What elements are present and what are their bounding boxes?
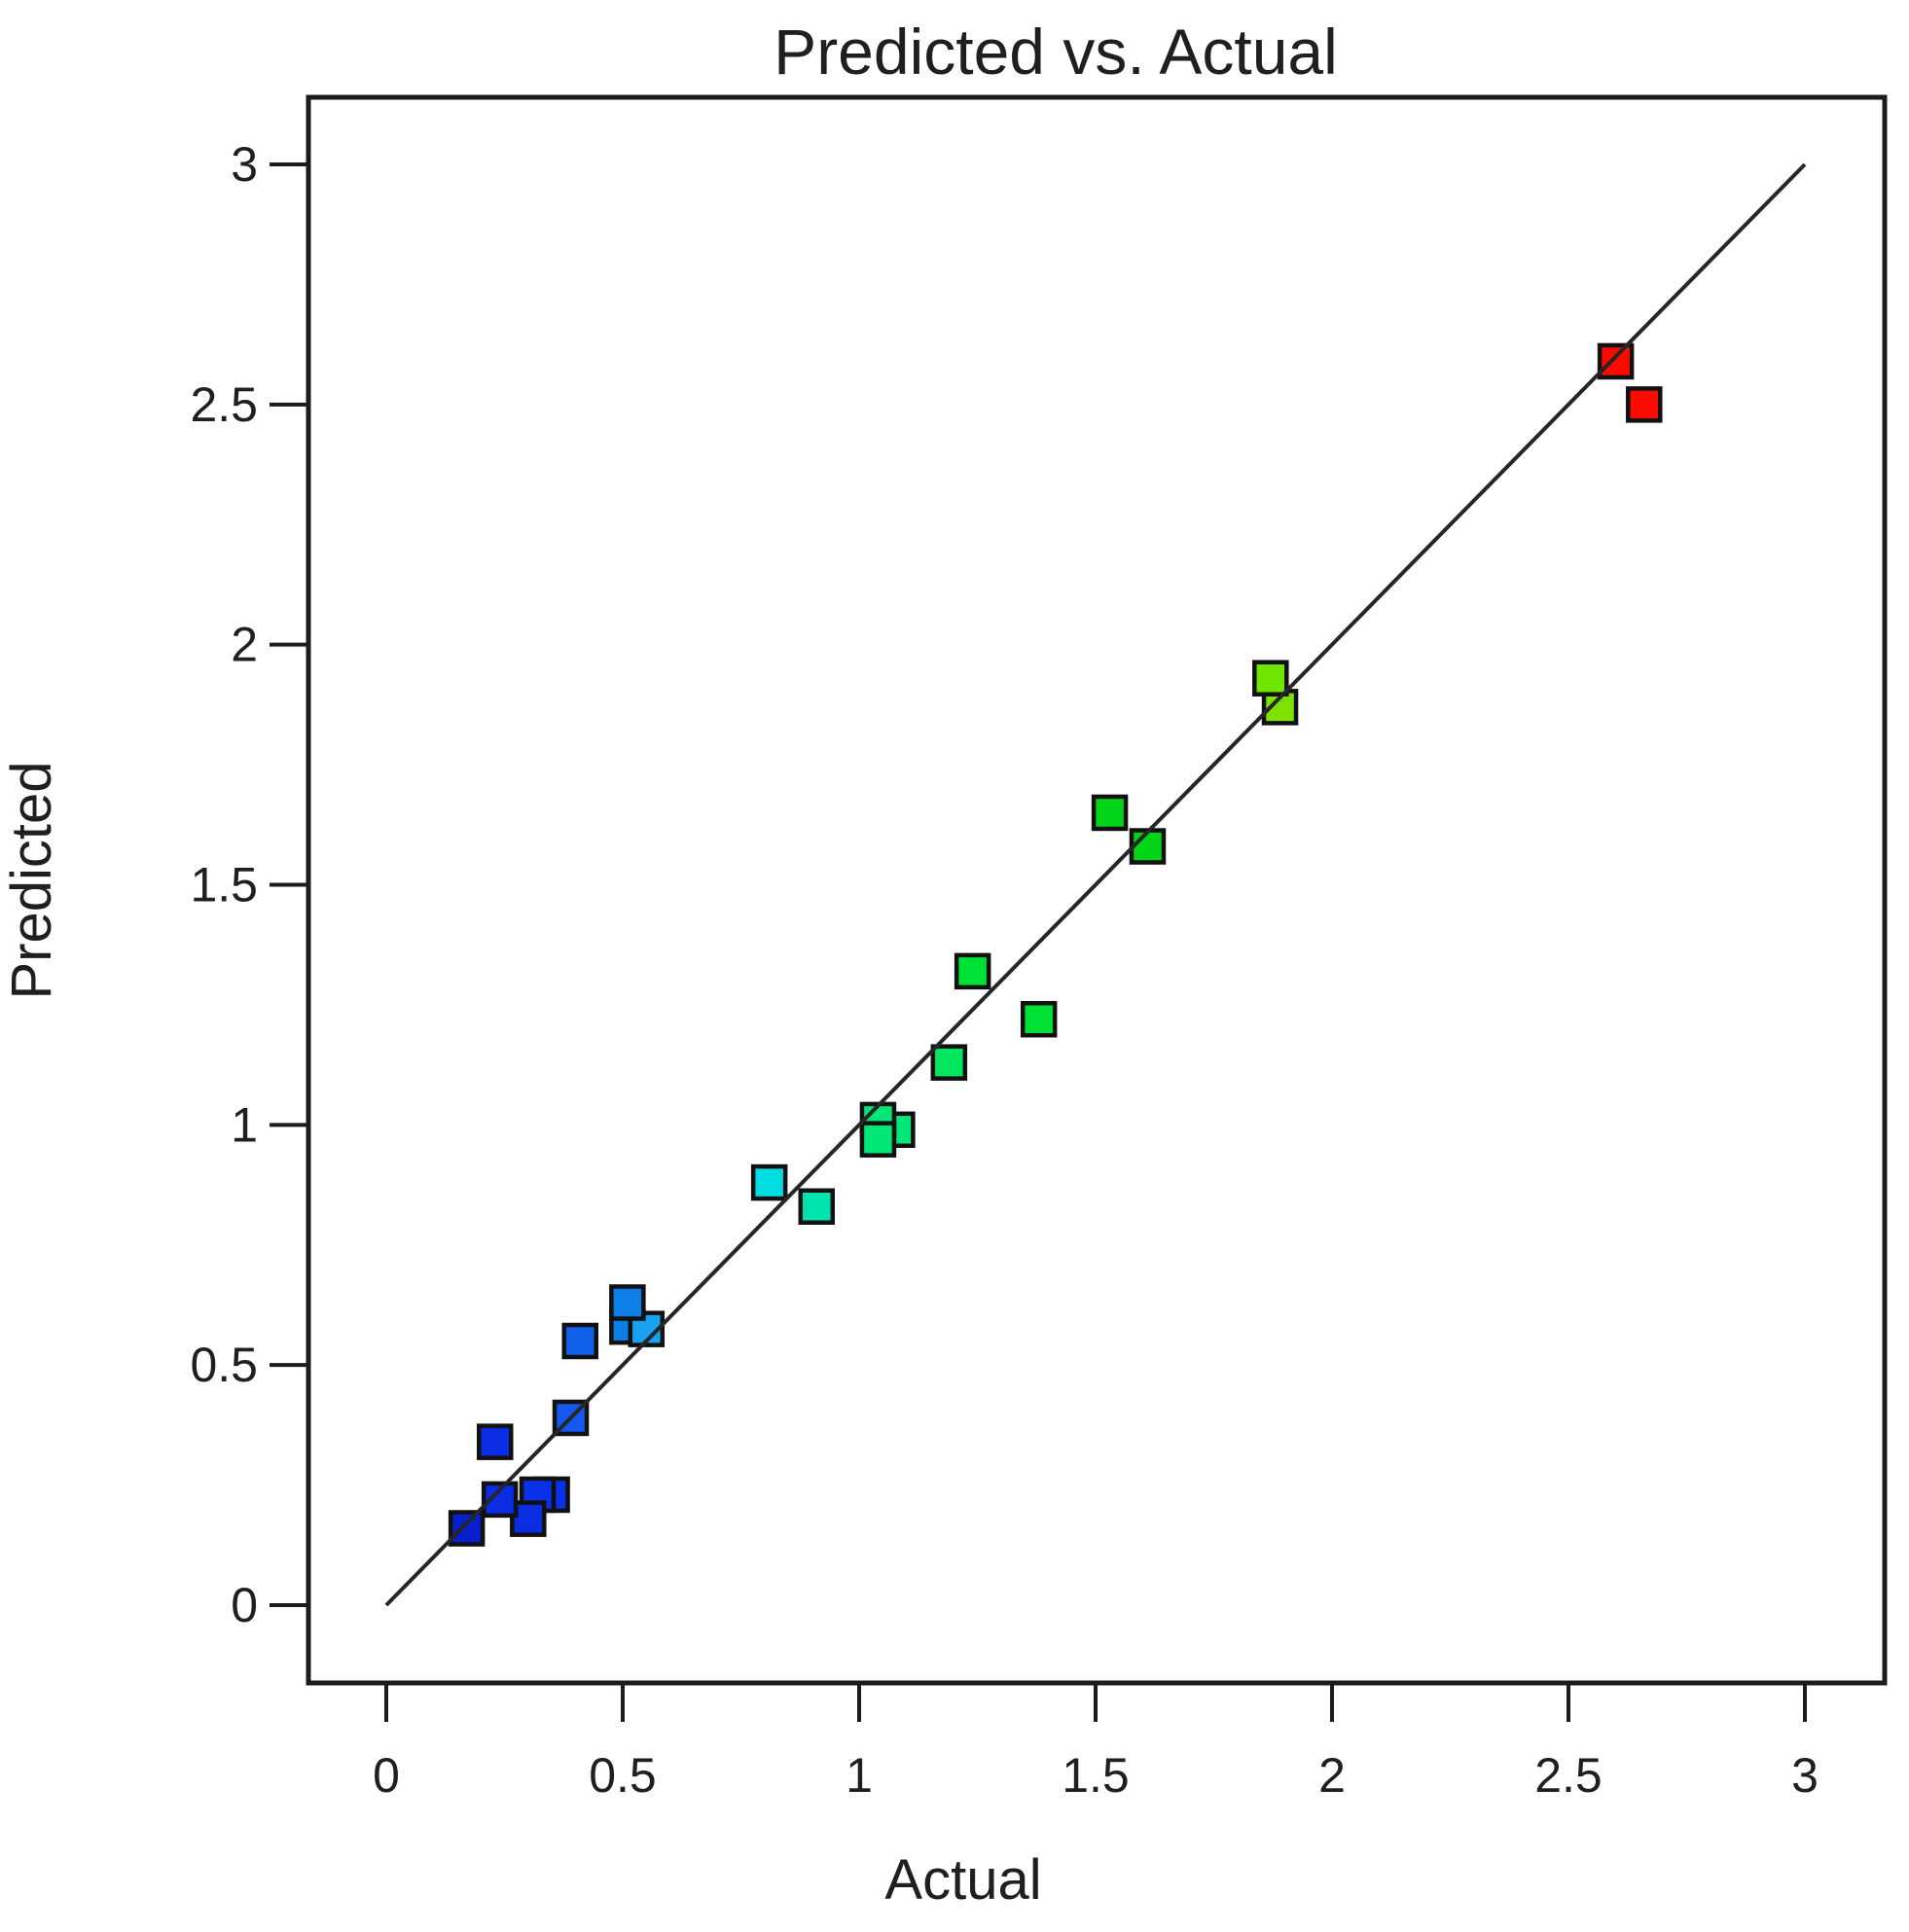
data-point — [798, 1188, 836, 1226]
data-point — [1091, 794, 1129, 832]
y-tick-label: 0 — [231, 1578, 258, 1632]
chart-title: Predicted vs. Actual — [774, 16, 1338, 88]
data-point — [1252, 660, 1289, 697]
y-tick-label: 2.5 — [190, 377, 258, 432]
axis-ticks: 0 0 0.5 0.5 1 1 1.5 1.5 2 2 2.5 2.5 3 3 — [190, 137, 1818, 1803]
data-point — [1597, 342, 1635, 380]
x-tick-label: 0.5 — [589, 1748, 657, 1803]
y-tick-label: 3 — [231, 137, 258, 192]
x-tick-label: 3 — [1791, 1748, 1819, 1803]
y-axis-label: Predicted — [0, 761, 63, 999]
data-point — [1020, 1000, 1058, 1038]
data-point — [561, 1322, 599, 1360]
x-tick-label: 1 — [846, 1748, 873, 1803]
data-point — [930, 1044, 968, 1081]
y-tick-label: 1.5 — [190, 857, 258, 912]
data-point — [477, 1423, 514, 1460]
x-axis-label: Actual — [884, 1848, 1041, 1912]
x-tick-label: 0 — [373, 1748, 400, 1803]
identity-line — [384, 162, 1807, 1607]
data-point — [1626, 386, 1663, 423]
y-tick-label: 2 — [231, 618, 258, 672]
data-point — [954, 952, 991, 990]
y-tick-label: 0.5 — [190, 1338, 258, 1392]
data-points — [448, 342, 1663, 1547]
data-point — [859, 1121, 897, 1158]
x-tick-label: 2.5 — [1534, 1748, 1603, 1803]
y-tick-label: 1 — [231, 1097, 258, 1152]
data-point — [448, 1510, 486, 1547]
x-tick-label: 1.5 — [1062, 1748, 1130, 1803]
x-tick-label: 2 — [1318, 1748, 1346, 1803]
data-point — [1129, 828, 1167, 865]
data-point — [609, 1284, 646, 1321]
data-point — [750, 1163, 788, 1201]
